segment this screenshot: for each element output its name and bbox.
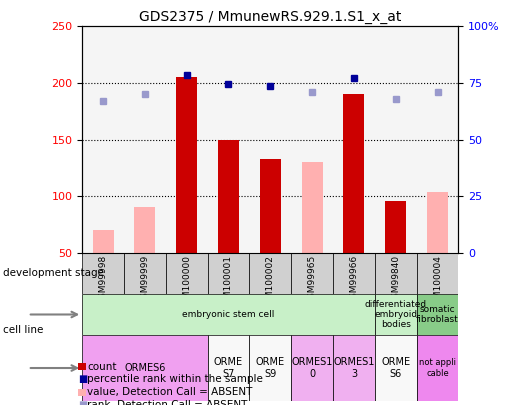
Bar — [375, 294, 417, 335]
Bar — [302, 162, 323, 253]
Bar — [124, 253, 166, 294]
Bar — [135, 207, 155, 253]
Text: GSM99840: GSM99840 — [391, 255, 400, 304]
Bar — [427, 192, 448, 253]
Text: somatic
fibroblast: somatic fibroblast — [416, 305, 459, 324]
Text: ORMES1
3: ORMES1 3 — [333, 357, 375, 379]
Bar — [176, 77, 197, 253]
Text: GSM99966: GSM99966 — [349, 255, 358, 304]
Bar — [250, 253, 291, 294]
Text: not appli
cable: not appli cable — [419, 358, 456, 378]
Bar — [82, 253, 124, 294]
Text: ■: ■ — [78, 375, 87, 384]
Text: GSM100001: GSM100001 — [224, 255, 233, 310]
Bar — [417, 253, 458, 294]
Bar — [375, 335, 417, 401]
Text: GSM100000: GSM100000 — [182, 255, 191, 310]
Bar — [417, 294, 458, 335]
Text: percentile rank within the sample: percentile rank within the sample — [87, 375, 263, 384]
Bar — [333, 335, 375, 401]
Bar — [218, 140, 239, 253]
Text: ■: ■ — [78, 401, 87, 405]
Bar — [417, 335, 458, 401]
Text: GSM99999: GSM99999 — [140, 255, 149, 304]
Bar — [375, 253, 417, 294]
Text: count: count — [87, 362, 117, 371]
Bar — [208, 335, 250, 401]
Bar — [333, 253, 375, 294]
Text: GSM99998: GSM99998 — [99, 255, 108, 304]
Text: GSM99965: GSM99965 — [307, 255, 316, 304]
Text: differentiated
embryoid
bodies: differentiated embryoid bodies — [365, 300, 427, 329]
Bar — [166, 253, 208, 294]
Text: embryonic stem cell: embryonic stem cell — [182, 310, 275, 319]
Bar — [343, 94, 364, 253]
Bar — [93, 230, 113, 253]
Text: cell line: cell line — [3, 325, 43, 335]
Text: rank, Detection Call = ABSENT: rank, Detection Call = ABSENT — [87, 401, 248, 405]
Text: GSM100004: GSM100004 — [433, 255, 442, 310]
Text: value, Detection Call = ABSENT: value, Detection Call = ABSENT — [87, 388, 253, 397]
Bar — [385, 200, 406, 253]
Text: development stage: development stage — [3, 269, 104, 278]
Bar — [82, 294, 375, 335]
Text: ORME
S9: ORME S9 — [256, 357, 285, 379]
Title: GDS2375 / MmunewRS.929.1.S1_x_at: GDS2375 / MmunewRS.929.1.S1_x_at — [139, 10, 402, 24]
Bar — [260, 159, 281, 253]
Text: ORMES6: ORMES6 — [124, 363, 165, 373]
Bar — [250, 335, 291, 401]
Text: ORMES1
0: ORMES1 0 — [292, 357, 333, 379]
Bar — [291, 253, 333, 294]
Bar — [291, 335, 333, 401]
Bar — [82, 335, 208, 401]
Text: ORME
S7: ORME S7 — [214, 357, 243, 379]
Bar — [208, 253, 250, 294]
Text: ORME
S6: ORME S6 — [381, 357, 410, 379]
Text: GSM100002: GSM100002 — [266, 255, 275, 310]
